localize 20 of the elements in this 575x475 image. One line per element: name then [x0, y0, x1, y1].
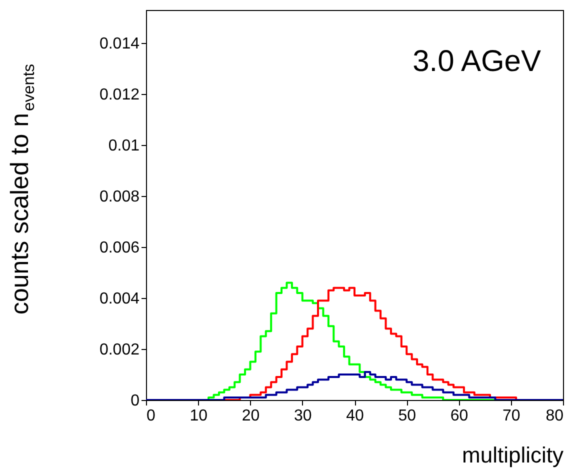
y-tick-label: 0 [130, 392, 140, 410]
x-tick-label: 70 [502, 408, 520, 424]
x-tick-label: 0 [146, 408, 156, 424]
x-tick-label: 60 [450, 408, 468, 424]
y-tick-label: 0.006 [99, 240, 140, 257]
x-tick-label: 80 [546, 408, 564, 424]
y-tick-label: 0.002 [99, 342, 140, 359]
annotation: 3.0 AGeV [412, 45, 541, 78]
y-tick-label: 0.01 [108, 138, 140, 155]
x-tick-label: 50 [398, 408, 416, 424]
y-tick-label: 0.004 [99, 290, 140, 308]
x-tick-label: 40 [346, 408, 364, 424]
x-tick-label: 10 [190, 408, 208, 424]
y-axis-title: counts scaled to nevents [6, 64, 38, 315]
x-tick-label: 30 [294, 408, 312, 424]
y-tick-label: 0.012 [99, 86, 140, 104]
y-tick-label: 0.008 [99, 188, 140, 206]
x-tick-label: 20 [242, 408, 260, 424]
y-tick-label: 0.014 [99, 36, 140, 53]
x-axis-title: multiplicity [462, 442, 564, 468]
